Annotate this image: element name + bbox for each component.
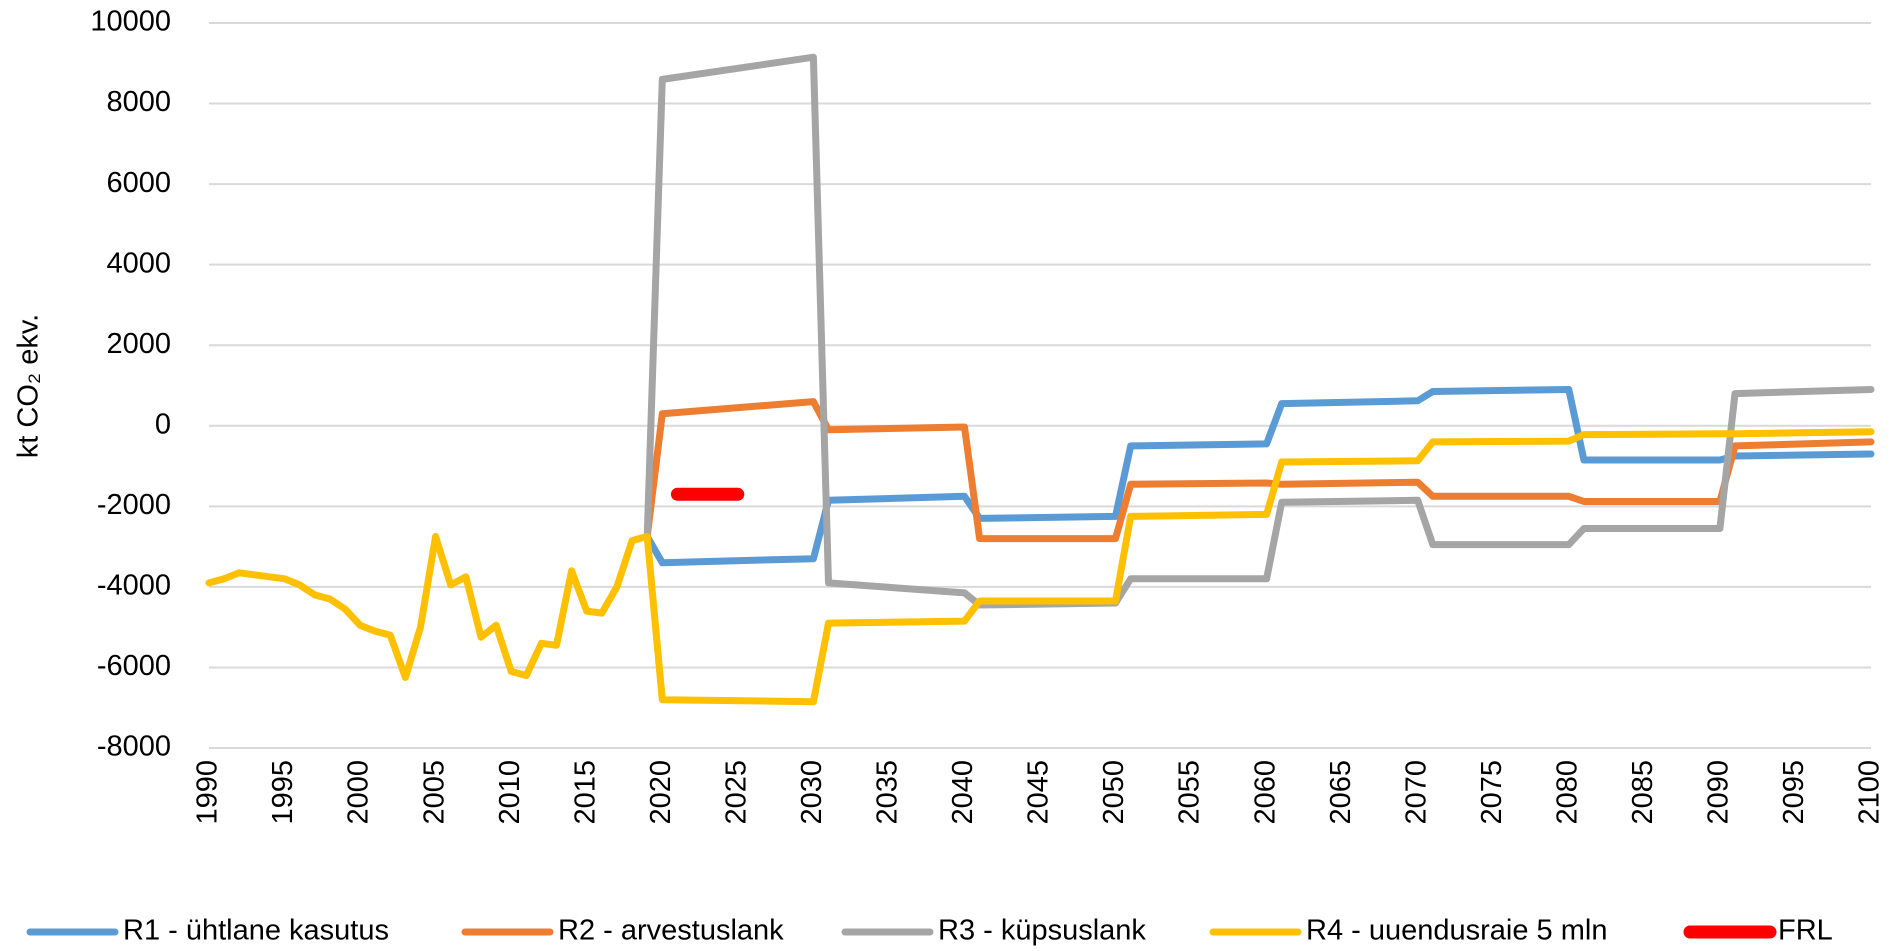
x-tick-label: 1995 xyxy=(267,760,299,825)
x-tick-label: 2005 xyxy=(418,760,450,825)
x-tick-label: 2060 xyxy=(1249,760,1281,825)
legend-label: R4 - uuendusraie 5 mln xyxy=(1306,915,1607,947)
line-series xyxy=(205,428,1875,706)
x-tick-label: 2075 xyxy=(1476,760,1508,825)
legend-label: R1 - ühtlane kasutus xyxy=(123,915,389,947)
y-tick-label: -2000 xyxy=(97,489,171,521)
x-tick-label: 2000 xyxy=(343,760,375,825)
legend-label: R3 - küpsuslank xyxy=(938,915,1146,947)
legend-label: R2 - arvestuslank xyxy=(558,915,784,947)
y-tick-label: -8000 xyxy=(97,731,171,763)
x-tick-label: 2040 xyxy=(947,760,979,825)
x-tick-label: 2045 xyxy=(1023,760,1055,825)
y-tick-label: 4000 xyxy=(106,247,171,279)
x-tick-label: 2025 xyxy=(720,760,752,825)
line-series xyxy=(643,53,1875,609)
x-tick-label: 2070 xyxy=(1400,760,1432,825)
x-tick-label: 2030 xyxy=(796,760,828,825)
x-tick-label: 2010 xyxy=(494,760,526,825)
x-tick-label: 2050 xyxy=(1098,760,1130,825)
x-tick-label: 2095 xyxy=(1778,760,1810,825)
y-tick-label: 2000 xyxy=(106,328,171,360)
x-tick-label: 2015 xyxy=(569,760,601,825)
x-tick-label: 2080 xyxy=(1551,760,1583,825)
line-series xyxy=(643,398,1875,543)
x-tick-label: 2100 xyxy=(1854,760,1886,825)
x-tick-label: 2085 xyxy=(1627,760,1659,825)
x-tick-label: 2035 xyxy=(872,760,904,825)
x-tick-label: 2090 xyxy=(1703,760,1735,825)
x-tick-label: 1990 xyxy=(192,760,224,825)
legend-label: FRL xyxy=(1778,915,1833,947)
line-series xyxy=(643,386,1875,567)
x-tick-label: 2055 xyxy=(1174,760,1206,825)
y-tick-label: 6000 xyxy=(106,167,171,199)
y-axis-label: kt CO₂ ekv. xyxy=(13,314,45,458)
y-tick-label: 0 xyxy=(155,408,171,440)
x-tick-label: 2065 xyxy=(1325,760,1357,825)
y-tick-label: 8000 xyxy=(106,86,171,118)
y-tick-label: 10000 xyxy=(90,6,171,38)
x-tick-label: 2020 xyxy=(645,760,677,825)
y-tick-label: -6000 xyxy=(97,650,171,682)
y-tick-label: -4000 xyxy=(97,570,171,602)
